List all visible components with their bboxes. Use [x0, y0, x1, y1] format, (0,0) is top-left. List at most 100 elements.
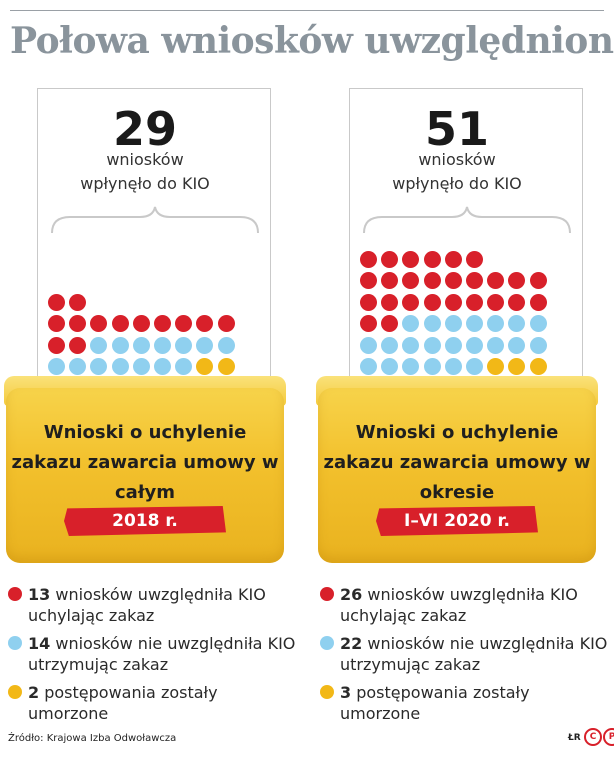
dot-accepted: [90, 315, 108, 332]
blue-dot-icon: [8, 636, 22, 650]
dot-accepted: [196, 315, 214, 332]
dot-rejected: [508, 336, 526, 354]
dot-accepted: [69, 293, 87, 311]
legend-value: 26: [340, 585, 363, 604]
legend-item-rejected: 22 wniosków nie uwzględniła KIO utrzymuj…: [318, 633, 608, 675]
dot-accepted: [423, 272, 441, 289]
dot-rejected: [90, 336, 108, 354]
dot-rejected: [444, 358, 462, 375]
dot-accepted: [154, 315, 171, 332]
legend-item-discontinued: 2 postępowania zostały umorzone: [6, 682, 296, 724]
legend-text: wniosków nie uwzględniła KIO utrzymując …: [340, 634, 608, 674]
yellow-dot-icon: [320, 685, 334, 699]
dot-rejected: [132, 358, 150, 375]
dot-rejected: [487, 336, 505, 354]
dot-accepted: [487, 272, 505, 289]
dot-rejected: [360, 336, 377, 354]
count-caption-line1: wniosków: [418, 150, 496, 169]
dot-accepted: [423, 250, 441, 268]
dot-accepted: [466, 272, 483, 289]
total-count: 29: [112, 102, 177, 156]
dot-accepted: [69, 315, 87, 332]
dot-accepted: [529, 272, 547, 289]
dot-rejected: [69, 358, 87, 375]
dot-accepted: [402, 250, 420, 268]
dot-accepted: [529, 293, 547, 311]
panel-2020: 51 wniosków wpłynęło do KIO Wnioski o uc…: [312, 0, 602, 570]
count-caption-line2: wpłynęło do KIO: [80, 174, 210, 193]
total-count: 51: [424, 102, 489, 156]
dot-accepted: [487, 293, 505, 311]
dot-accepted: [360, 315, 377, 332]
dot-rejected: [423, 315, 441, 332]
dot-accepted: [466, 250, 483, 268]
folder-label: Wnioski o uchylenie zakazu zawarcia umow…: [11, 422, 279, 503]
dot-rejected: [444, 336, 462, 354]
dot-rejected: [175, 336, 193, 354]
dot-accepted: [111, 315, 129, 332]
dot-matrix: [360, 240, 592, 390]
logo-letter-p: P: [603, 728, 614, 746]
dot-rejected: [111, 358, 129, 375]
top-rule: [10, 10, 604, 11]
source-note: Źródło: Krajowa Izba Odwoławcza: [8, 733, 177, 744]
legend-item-accepted: 13 wniosków uwzględniła KIO uchylając za…: [6, 584, 296, 626]
dot-rejected: [154, 336, 171, 354]
dot-rejected: [402, 336, 420, 354]
dot-rejected: [444, 315, 462, 332]
dot-rejected: [381, 358, 399, 375]
legend-text: postępowania zostały umorzone: [340, 683, 530, 723]
dot-accepted: [132, 315, 150, 332]
dot-rejected: [90, 358, 108, 375]
folder-label: Wnioski o uchylenie zakazu zawarcia umow…: [323, 422, 591, 503]
dot-rejected: [175, 358, 193, 375]
count-caption-line2: wpłynęło do KIO: [392, 174, 522, 193]
dot-accepted: [444, 250, 462, 268]
dot-rejected: [360, 358, 377, 375]
legend-item-accepted: 26 wniosków uwzględniła KIO uchylając za…: [318, 584, 608, 626]
dot-accepted: [402, 293, 420, 311]
dot-rejected: [132, 336, 150, 354]
dot-rejected: [508, 315, 526, 332]
dot-rejected: [154, 358, 171, 375]
dot-accepted: [360, 272, 377, 289]
legend-text: postępowania zostały umorzone: [28, 683, 218, 723]
yellow-dot-icon: [8, 685, 22, 699]
dot-rejected: [196, 336, 214, 354]
period-ribbon: 2018 r.: [64, 506, 226, 536]
dot-rejected: [111, 336, 129, 354]
dot-accepted: [69, 336, 87, 354]
dot-rejected: [423, 336, 441, 354]
dot-accepted: [381, 315, 399, 332]
legend-text: wniosków uwzględniła KIO uchylając zakaz: [28, 585, 266, 625]
dot-rejected: [466, 315, 483, 332]
logo-letter-c: C: [584, 728, 602, 746]
dot-accepted: [444, 293, 462, 311]
dot-accepted: [466, 293, 483, 311]
brace-icon: [51, 206, 259, 234]
publisher-logo: C P: [584, 728, 614, 746]
legend-text: wniosków nie uwzględniła KIO utrzymując …: [28, 634, 296, 674]
dot-matrix: [48, 240, 280, 390]
dot-accepted: [48, 315, 65, 332]
dot-accepted: [381, 293, 399, 311]
dot-accepted: [48, 336, 65, 354]
dot-accepted: [508, 272, 526, 289]
legend-item-rejected: 14 wniosków nie uwzględniła KIO utrzymuj…: [6, 633, 296, 675]
dot-rejected: [423, 358, 441, 375]
dot-rejected: [529, 315, 547, 332]
dot-accepted: [360, 293, 377, 311]
legend-text: wniosków uwzględniła KIO uchylając zakaz: [340, 585, 578, 625]
dot-discontinued: [508, 358, 526, 375]
chart-title: Połowa wniosków uwzględniona: [10, 20, 614, 62]
legend-value: 3: [340, 683, 352, 702]
blue-dot-icon: [320, 636, 334, 650]
legend-value: 14: [28, 634, 51, 653]
dot-rejected: [402, 315, 420, 332]
dot-rejected: [402, 358, 420, 375]
dot-discontinued: [196, 358, 214, 375]
dot-discontinued: [217, 358, 235, 375]
dot-rejected: [466, 336, 483, 354]
red-dot-icon: [8, 587, 22, 601]
author-initials: ŁR: [568, 733, 581, 743]
